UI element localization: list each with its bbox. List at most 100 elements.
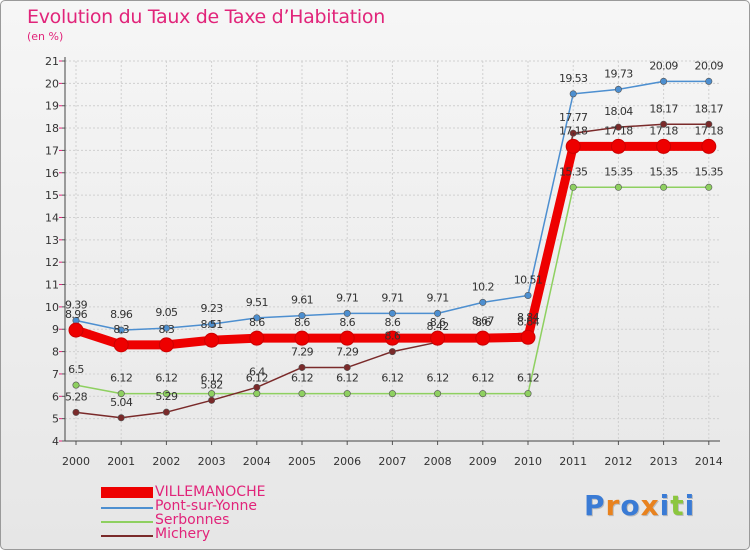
- data-label: 15.35: [695, 165, 724, 178]
- data-point: [117, 414, 125, 422]
- data-point: [705, 120, 713, 128]
- data-label: 7.29: [291, 345, 314, 358]
- logo-letter: o: [620, 489, 641, 522]
- data-point: [614, 183, 622, 191]
- data-label: 8.6: [385, 330, 401, 343]
- x-tick-label: 2002: [152, 455, 180, 468]
- data-label: 8.64: [517, 315, 540, 328]
- data-label: 15.35: [604, 165, 633, 178]
- logo-letter: i: [684, 489, 696, 522]
- data-label: 18.17: [695, 102, 724, 115]
- data-point: [339, 330, 355, 346]
- x-tick-label: 2008: [424, 455, 452, 468]
- data-label: 9.71: [336, 291, 358, 304]
- data-label: 9.71: [381, 291, 403, 304]
- data-point: [343, 363, 351, 371]
- data-point: [569, 129, 577, 137]
- x-tick-label: 2004: [243, 455, 271, 468]
- data-point: [249, 330, 265, 346]
- logo-letter: P: [584, 489, 606, 522]
- data-point: [208, 390, 216, 398]
- data-label: 17.18: [559, 124, 588, 137]
- x-tick-label: 2006: [333, 455, 361, 468]
- data-label: 5.04: [110, 396, 133, 409]
- data-point: [162, 408, 170, 416]
- data-label: 8.84: [517, 311, 540, 324]
- data-label: 8.3: [159, 323, 175, 336]
- data-label: 6.12: [381, 372, 403, 385]
- logo-letter: t: [670, 489, 685, 522]
- data-label: 9.39: [65, 299, 88, 312]
- data-label: 9.61: [291, 294, 313, 307]
- data-point: [384, 330, 400, 346]
- data-label: 6.12: [336, 372, 358, 385]
- data-point: [72, 408, 80, 416]
- data-point: [614, 123, 622, 131]
- legend-label: Serbonnes: [155, 512, 230, 528]
- y-tick-label: 19: [45, 100, 59, 113]
- y-tick-label: 14: [45, 211, 59, 224]
- x-tick-label: 2003: [198, 455, 226, 468]
- data-label: 17.77: [559, 111, 588, 124]
- y-tick-label: 6: [52, 390, 59, 403]
- data-point: [705, 183, 713, 191]
- data-point: [162, 324, 170, 332]
- x-tick-label: 2012: [604, 455, 632, 468]
- data-label: 20.09: [695, 59, 724, 72]
- data-label: 8.6: [294, 316, 310, 329]
- data-label: 6.12: [291, 372, 313, 385]
- y-tick-label: 21: [45, 55, 59, 68]
- data-label: 17.18: [695, 124, 724, 137]
- y-tick-label: 4: [52, 435, 59, 448]
- y-tick-label: 10: [45, 301, 59, 314]
- x-tick-label: 2009: [469, 455, 497, 468]
- data-point: [388, 390, 396, 398]
- data-point: [72, 381, 80, 389]
- x-tick-label: 2005: [288, 455, 316, 468]
- data-point: [162, 390, 170, 398]
- data-point: [660, 77, 668, 85]
- data-point: [475, 330, 491, 346]
- y-tick-label: 13: [45, 234, 59, 247]
- data-label: 5.82: [201, 378, 223, 391]
- data-label: 6.12: [155, 372, 177, 385]
- x-tick-label: 2010: [514, 455, 542, 468]
- data-point: [208, 320, 216, 328]
- data-label: 5.28: [65, 390, 88, 403]
- y-tick-label: 7: [52, 368, 59, 381]
- data-label: 6.12: [427, 372, 449, 385]
- x-tick-label: 2007: [378, 455, 406, 468]
- data-label: 18.04: [604, 105, 633, 118]
- data-point: [524, 390, 532, 398]
- data-label: 6.12: [517, 372, 539, 385]
- data-label: 8.6: [249, 316, 265, 329]
- data-label: 18.17: [649, 102, 678, 115]
- data-label: 5.29: [155, 390, 178, 403]
- data-label: 6.12: [201, 372, 223, 385]
- data-label: 6.12: [246, 372, 268, 385]
- data-label: 8.42: [427, 320, 449, 333]
- data-label: 15.35: [649, 165, 678, 178]
- data-point: [610, 138, 626, 154]
- x-tick-label: 2000: [62, 455, 90, 468]
- data-label: 6.12: [472, 372, 494, 385]
- data-label: 17.18: [649, 124, 678, 137]
- data-label: 8.6: [339, 316, 355, 329]
- data-point: [298, 312, 306, 320]
- data-point: [705, 77, 713, 85]
- legend-label: VILLEMANOCHE: [155, 484, 266, 500]
- y-tick-label: 18: [45, 122, 59, 135]
- data-label: 6.12: [110, 372, 132, 385]
- y-tick-label: 8: [52, 346, 59, 359]
- y-tick-label: 20: [45, 77, 59, 90]
- data-point: [569, 90, 577, 98]
- y-tick-label: 15: [45, 189, 59, 202]
- data-label: 17.18: [604, 124, 633, 137]
- data-label: 8.3: [113, 323, 129, 336]
- data-point: [565, 138, 581, 154]
- y-tick-label: 9: [52, 323, 59, 336]
- data-point: [434, 390, 442, 398]
- data-label: 8.67: [472, 315, 495, 328]
